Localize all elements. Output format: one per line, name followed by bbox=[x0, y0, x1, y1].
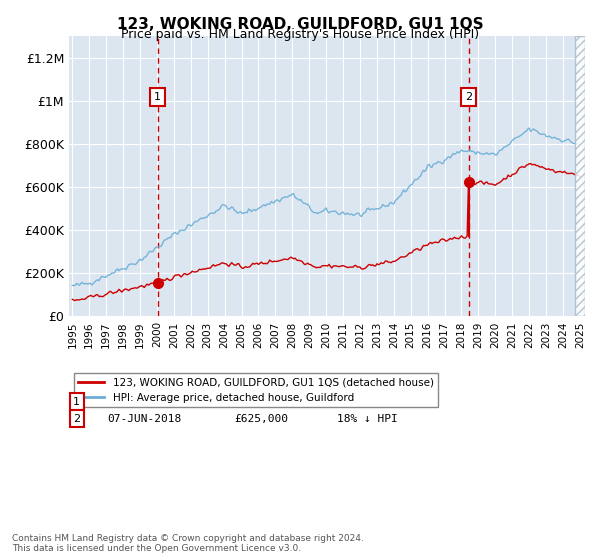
Text: 07-JUN-2018: 07-JUN-2018 bbox=[108, 414, 182, 423]
Text: £155,500: £155,500 bbox=[234, 397, 288, 407]
Legend: 123, WOKING ROAD, GUILDFORD, GU1 1QS (detached house), HPI: Average price, detac: 123, WOKING ROAD, GUILDFORD, GU1 1QS (de… bbox=[74, 374, 438, 407]
Text: Contains HM Land Registry data © Crown copyright and database right 2024.
This d: Contains HM Land Registry data © Crown c… bbox=[12, 534, 364, 553]
Text: 18% ↓ HPI: 18% ↓ HPI bbox=[337, 414, 398, 423]
Bar bbox=[575, 36, 585, 316]
Text: 123, WOKING ROAD, GUILDFORD, GU1 1QS: 123, WOKING ROAD, GUILDFORD, GU1 1QS bbox=[116, 17, 484, 32]
Text: 14-JAN-2000: 14-JAN-2000 bbox=[108, 397, 182, 407]
Text: 1: 1 bbox=[73, 397, 80, 407]
Text: £625,000: £625,000 bbox=[234, 414, 288, 423]
Text: 1: 1 bbox=[154, 92, 161, 102]
Text: 2: 2 bbox=[466, 92, 473, 102]
Text: 2: 2 bbox=[73, 414, 80, 423]
Text: 44% ↓ HPI: 44% ↓ HPI bbox=[337, 397, 398, 407]
Text: Price paid vs. HM Land Registry's House Price Index (HPI): Price paid vs. HM Land Registry's House … bbox=[121, 28, 479, 41]
